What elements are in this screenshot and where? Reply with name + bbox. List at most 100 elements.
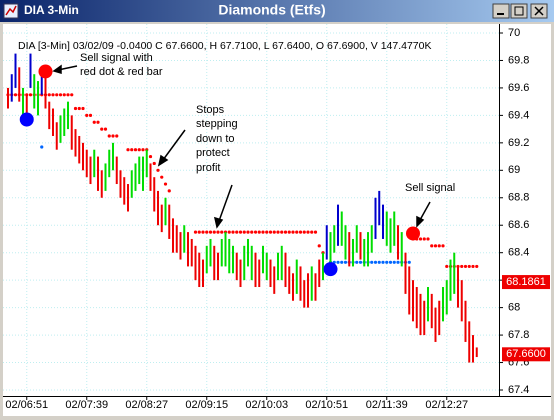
stop-dot bbox=[385, 260, 389, 264]
stop-dot bbox=[407, 260, 411, 264]
stop-dot bbox=[388, 260, 393, 264]
stop-dot bbox=[471, 264, 475, 269]
annotation: protect bbox=[196, 147, 230, 159]
stop-dot bbox=[156, 168, 160, 172]
stop-dot bbox=[310, 230, 314, 234]
stop-dot bbox=[276, 230, 280, 234]
x-tick-label: 02/10:03 bbox=[245, 399, 288, 411]
stop-dot bbox=[373, 260, 378, 264]
stop-dot bbox=[355, 260, 359, 264]
stop-dot bbox=[280, 230, 284, 234]
arrowhead bbox=[157, 154, 169, 167]
stop-dot bbox=[261, 230, 265, 234]
stop-dot bbox=[148, 154, 153, 159]
maximize-glyph bbox=[514, 6, 524, 16]
stop-dot bbox=[152, 161, 156, 166]
stop-dot bbox=[283, 230, 288, 234]
stop-dot bbox=[370, 260, 374, 264]
stop-dot bbox=[475, 264, 479, 269]
stop-dot bbox=[340, 260, 344, 264]
stop-dot bbox=[227, 230, 231, 234]
stop-dot bbox=[70, 93, 74, 97]
close-glyph bbox=[534, 6, 544, 16]
stop-dot bbox=[81, 106, 85, 111]
window-title: DIA 3-Min bbox=[24, 3, 79, 17]
maximize-button[interactable] bbox=[510, 3, 528, 19]
stop-dot bbox=[231, 230, 235, 234]
stop-dot bbox=[100, 127, 104, 131]
signal-dot bbox=[323, 262, 338, 277]
stop-dot bbox=[115, 134, 119, 138]
stop-dot bbox=[433, 244, 438, 248]
x-tick-label: 02/09:15 bbox=[185, 399, 228, 411]
arrowhead bbox=[213, 216, 224, 229]
stop-dot bbox=[463, 264, 468, 269]
stop-dot bbox=[58, 93, 63, 97]
stop-dot bbox=[422, 237, 426, 241]
stop-dot bbox=[220, 230, 224, 234]
stop-dot bbox=[257, 230, 261, 234]
stop-dot bbox=[13, 93, 18, 97]
annotation: Stops bbox=[196, 104, 225, 116]
stop-dot bbox=[62, 93, 66, 97]
price-label: 67.6600 bbox=[506, 348, 546, 360]
stop-dot bbox=[242, 230, 246, 234]
stop-dot bbox=[103, 127, 108, 131]
annotation: Sell signal with bbox=[80, 52, 153, 64]
signal-dot bbox=[38, 64, 53, 79]
stop-dot bbox=[201, 230, 205, 234]
stop-dot bbox=[430, 244, 434, 248]
arrowhead bbox=[416, 215, 425, 228]
price-label-box bbox=[502, 275, 550, 290]
stop-dot bbox=[212, 230, 216, 234]
stop-dot bbox=[51, 93, 55, 97]
stop-dot bbox=[392, 260, 396, 264]
x-tick-label: 02/06:51 bbox=[5, 399, 48, 411]
stop-dot bbox=[205, 230, 209, 234]
stop-dot bbox=[238, 230, 243, 234]
stop-dot bbox=[343, 260, 348, 264]
stop-dot bbox=[437, 244, 441, 248]
window-buttons bbox=[492, 3, 548, 19]
y-tick-label: 69.2 bbox=[508, 137, 529, 149]
stop-dot bbox=[235, 230, 239, 234]
y-tick-label: 69.8 bbox=[508, 54, 529, 66]
stop-dot bbox=[253, 230, 258, 234]
x-tick-label: 02/10:51 bbox=[305, 399, 348, 411]
y-tick-label: 69 bbox=[508, 164, 520, 176]
stop-dot bbox=[298, 230, 303, 234]
stop-dot bbox=[291, 230, 295, 234]
stop-dot bbox=[40, 145, 44, 149]
arrow bbox=[419, 201, 431, 221]
x-tick-label: 02/11:39 bbox=[366, 399, 408, 411]
grid bbox=[3, 24, 499, 396]
annotation: Sell signal bbox=[405, 182, 455, 194]
stop-dot bbox=[130, 148, 134, 152]
y-tick-label: 70 bbox=[508, 27, 520, 39]
stop-dot bbox=[73, 106, 78, 111]
stop-dot bbox=[208, 230, 213, 234]
stop-dot bbox=[137, 148, 141, 152]
app-icon-glyph bbox=[5, 5, 17, 16]
stop-dot bbox=[467, 264, 471, 269]
stop-dot bbox=[377, 260, 381, 264]
stop-dot bbox=[381, 260, 385, 264]
stop-dot bbox=[163, 182, 168, 186]
stop-dot bbox=[295, 230, 299, 234]
stop-dot bbox=[193, 230, 198, 234]
signal-dot bbox=[19, 112, 34, 127]
stop-dot bbox=[66, 93, 70, 97]
arrowhead bbox=[52, 64, 62, 74]
stop-dot bbox=[126, 148, 130, 152]
stop-dot bbox=[250, 230, 254, 234]
stop-dot bbox=[445, 264, 449, 269]
arrow bbox=[218, 184, 233, 222]
stop-dot bbox=[92, 120, 96, 124]
stop-dot bbox=[88, 113, 93, 117]
info-line: DIA [3-Min] 03/02/09 -0.0400 C 67.6600, … bbox=[18, 40, 432, 52]
minimize-button[interactable] bbox=[492, 3, 510, 19]
stop-dot bbox=[418, 237, 423, 241]
stop-dot bbox=[28, 93, 33, 97]
